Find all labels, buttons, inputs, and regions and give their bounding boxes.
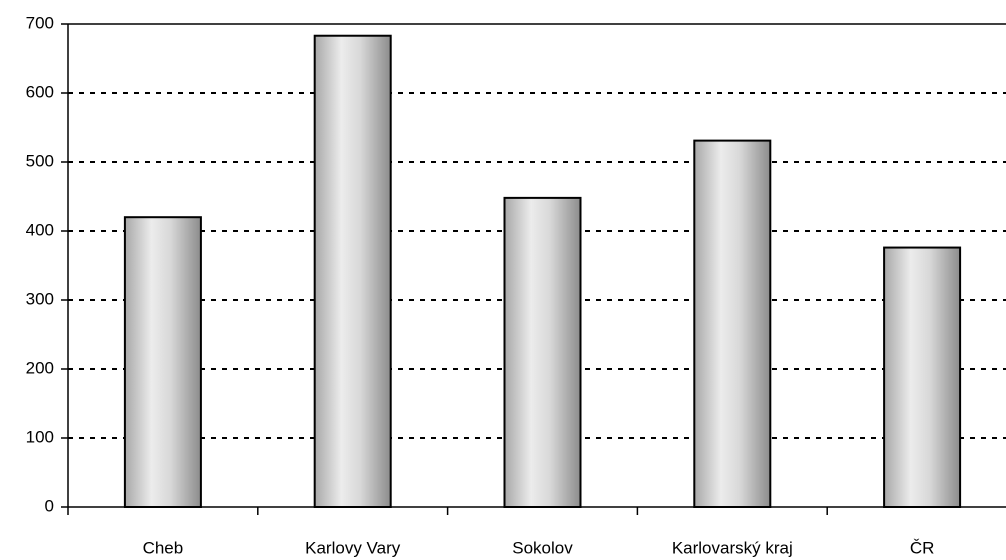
y-tick-label: 300: [26, 289, 54, 308]
y-tick-label: 400: [26, 220, 54, 239]
bar: [123, 216, 202, 508]
y-tick-label: 700: [26, 13, 54, 32]
x-tick-label: Cheb: [143, 538, 184, 557]
x-tick-label: Karlovy Vary: [305, 538, 401, 557]
bar: [503, 196, 582, 508]
x-tick-label: Karlovarský kraj: [672, 538, 793, 557]
bar: [313, 34, 392, 508]
y-tick-label: 100: [26, 427, 54, 446]
y-tick-label: 500: [26, 151, 54, 170]
x-tick-label: Sokolov: [512, 538, 573, 557]
bar: [883, 246, 962, 508]
bar: [693, 139, 772, 509]
x-tick-label: ČR: [910, 538, 935, 557]
y-tick-label: 600: [26, 82, 54, 101]
y-tick-label: 0: [45, 496, 54, 515]
y-tick-label: 200: [26, 358, 54, 377]
